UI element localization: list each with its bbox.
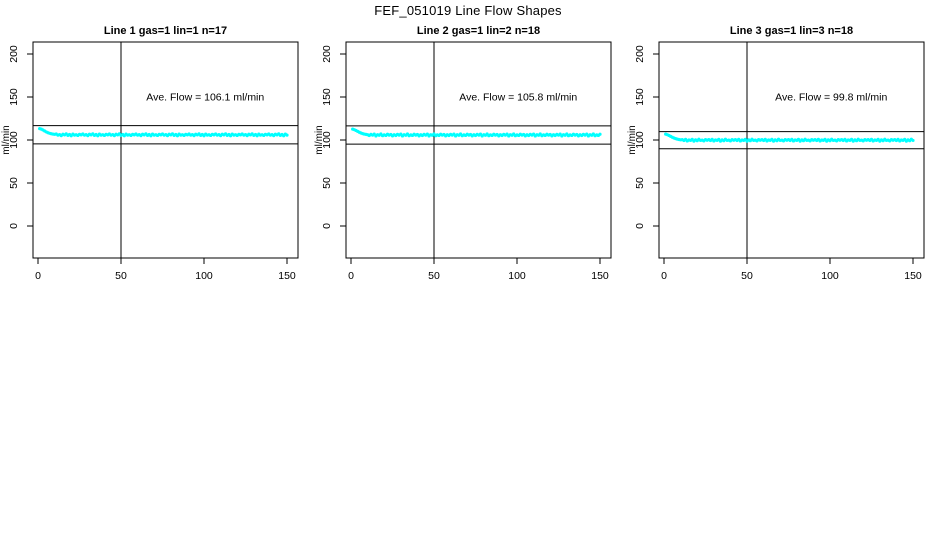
- flow-data-points: [351, 127, 602, 138]
- y-tick-label: 150: [634, 88, 646, 106]
- ml-min-axis-label: ml/min: [1, 125, 12, 154]
- x-tick-label: 50: [428, 270, 440, 282]
- ave-flow-annotation: Ave. Flow = 106.1 ml/min: [146, 92, 264, 104]
- y-tick-label: 100: [634, 131, 646, 149]
- y-tick-label: 100: [8, 131, 20, 149]
- flow-data-points: [664, 132, 915, 143]
- x-tick-label: 0: [348, 270, 354, 282]
- y-tick-label: 100: [321, 131, 333, 149]
- y-tick-label: 0: [321, 223, 333, 229]
- ml-min-axis-label: ml/min: [314, 125, 325, 154]
- x-tick-label: 50: [115, 270, 127, 282]
- panel-title: Line 2 gas=1 lin=2 n=18: [417, 25, 540, 37]
- ml-min-axis-label: ml/min: [627, 125, 638, 154]
- x-tick-label: 0: [661, 270, 667, 282]
- y-tick-label: 150: [8, 88, 20, 106]
- x-tick-label: 100: [821, 270, 839, 282]
- x-tick-label: 50: [741, 270, 753, 282]
- y-tick-label: 0: [8, 223, 20, 229]
- x-tick-label: 150: [904, 270, 922, 282]
- y-tick-label: 200: [634, 45, 646, 63]
- flow-panel-2: Line 2 gas=1 lin=2 n=18 0 50 100 150 0 50 100 15…: [313, 20, 621, 292]
- x-tick-label: 150: [591, 270, 609, 282]
- y-tick-label: 200: [321, 45, 333, 63]
- y-tick-label: 0: [634, 223, 646, 229]
- plot-svg: Line 1 gas=1 lin=1 n=17 0 50 100 150 0 50 100 15…: [1, 25, 299, 282]
- flow-panel-3: Line 3 gas=1 lin=3 n=18 0 50 100 150 0 50 100 15…: [626, 20, 934, 292]
- plot-box: [658, 41, 925, 259]
- y-tick-label: 150: [321, 88, 333, 106]
- y-tick-label: 200: [8, 45, 20, 63]
- panel-title: Line 3 gas=1 lin=3 n=18: [730, 25, 853, 37]
- plot-svg: Line 3 gas=1 lin=3 n=18 0 50 100 150 0 50 100 15…: [627, 25, 925, 282]
- plot-svg: Line 2 gas=1 lin=2 n=18 0 50 100 150 0 50 100 15…: [314, 25, 612, 282]
- ave-flow-annotation: Ave. Flow = 105.8 ml/min: [459, 92, 577, 104]
- y-tick-label: 50: [634, 177, 646, 189]
- plot-box: [345, 41, 612, 259]
- x-tick-label: 150: [278, 270, 296, 282]
- plot-box: [32, 41, 299, 259]
- y-tick-label: 50: [321, 177, 333, 189]
- flow-panel-1: Line 1 gas=1 lin=1 n=17 0 50 100 150 0 50 100 15…: [0, 20, 308, 292]
- figure-title: FEF_051019 Line Flow Shapes: [374, 3, 562, 18]
- ave-flow-annotation: Ave. Flow = 99.8 ml/min: [775, 92, 887, 104]
- panel-title: Line 1 gas=1 lin=1 n=17: [104, 25, 227, 37]
- x-tick-label: 100: [508, 270, 526, 282]
- x-tick-label: 0: [35, 270, 41, 282]
- flow-data-points: [38, 127, 289, 138]
- x-tick-label: 100: [195, 270, 213, 282]
- y-tick-label: 50: [8, 177, 20, 189]
